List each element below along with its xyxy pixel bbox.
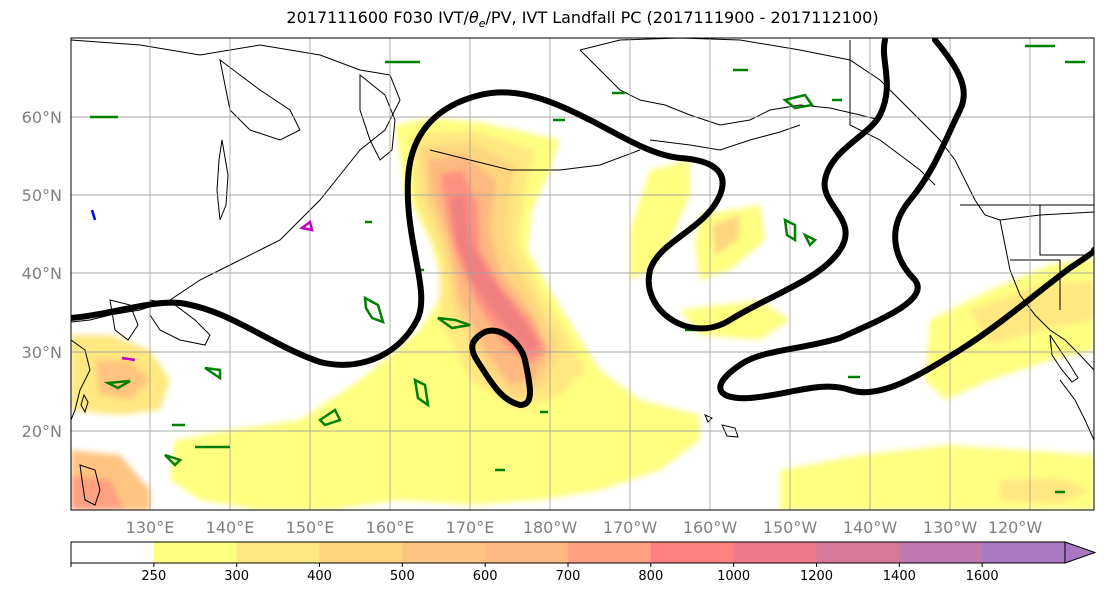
colorbar-segment	[71, 542, 155, 563]
colorbar-segment	[153, 542, 238, 563]
lat-label: 50°N	[22, 186, 62, 205]
colorbar-tick-label: 700	[556, 569, 581, 584]
theta-e-contour	[71, 38, 1094, 408]
aleutians-west	[429, 149, 641, 171]
ivt-shading	[71, 118, 1094, 510]
lon-label: 170°W	[603, 518, 658, 537]
lat-label: 40°N	[22, 264, 62, 283]
colorbar-segment	[650, 542, 735, 563]
lat-label: 30°N	[22, 343, 62, 362]
lon-label: 140°W	[843, 518, 898, 537]
lon-label: 160°E	[366, 518, 415, 537]
lon-label: 140°E	[206, 518, 255, 537]
colorbar-tick-label: 800	[638, 569, 663, 584]
okhotsk-coast	[219, 58, 301, 141]
ivt-patch-150w-inner	[712, 215, 740, 255]
korea	[109, 299, 139, 341]
colorbar-extend-arrow	[1064, 541, 1097, 564]
lat-label: 60°N	[22, 108, 62, 127]
alaska-border	[849, 40, 936, 186]
colorbar-tick-label: 500	[390, 569, 415, 584]
ivt-sw-inner	[71, 475, 125, 510]
alaska-southwest	[579, 49, 881, 126]
colorbar-segment	[982, 542, 1066, 563]
colorbar-tick-label: 250	[141, 569, 166, 584]
ivt-plume-1000	[450, 195, 540, 352]
colorbar-tick-label: 1400	[883, 569, 916, 584]
colorbar-tick-label: 1000	[717, 569, 750, 584]
mexico-coast	[1059, 379, 1094, 441]
kamchatka	[359, 73, 396, 161]
lon-label: 150°W	[763, 518, 818, 537]
lon-label: 180°W	[523, 518, 578, 537]
lon-label: 130°E	[126, 518, 175, 537]
colorbar-segment	[402, 542, 486, 563]
colorbar-segment	[899, 542, 983, 563]
ivt-south-band-inner	[1000, 478, 1090, 505]
lon-label: 130°W	[923, 518, 978, 537]
us-state-line-1	[1039, 205, 1094, 256]
lon-label: 120°W	[988, 518, 1043, 537]
extra-contours	[90, 209, 314, 362]
colorbar-segment	[733, 542, 817, 563]
colorbar-segment	[485, 542, 569, 563]
lat-labels: 60°N 50°N 40°N 30°N 20°N	[22, 108, 62, 441]
ivt-plume-250	[170, 118, 700, 510]
taiwan	[80, 393, 89, 414]
ivt-patch-160w	[630, 160, 690, 280]
colorbar-tick-label: 300	[224, 569, 249, 584]
lon-label: 150°E	[286, 518, 335, 537]
us-state-line-2	[1010, 259, 1061, 310]
sakhalin	[216, 139, 229, 221]
colorbar-segment	[319, 542, 403, 563]
hawaii-2	[721, 424, 739, 438]
colorbar-tick-label: 1200	[800, 569, 833, 584]
japan	[149, 299, 211, 346]
ivt-coast-inner	[970, 280, 1094, 345]
lat-label: 20°N	[22, 422, 62, 441]
colorbar-segment	[236, 542, 320, 563]
colorbar-segment	[816, 542, 900, 563]
lon-labels: 130°E 140°E 150°E 160°E 170°E 180°W 170°…	[126, 518, 1043, 537]
colorbar-tick-label: 400	[307, 569, 332, 584]
colorbar: 250 300 400 500 600 700 800 1000 1200 1400 1600	[70, 541, 1097, 584]
lon-label: 160°W	[683, 518, 738, 537]
graticule	[71, 38, 1094, 510]
ivt-japan-inner	[95, 360, 150, 400]
colorbar-tick-label: 1600	[966, 569, 999, 584]
china-coast	[71, 339, 91, 421]
baja	[1049, 334, 1079, 383]
map-title: 2017111600 F030 IVT/θe/PV, IVT Landfall …	[286, 8, 879, 31]
alaska-coast	[579, 38, 1094, 221]
colorbar-segment	[568, 542, 652, 563]
aleutians	[649, 124, 801, 151]
pv-contours	[90, 44, 1085, 494]
lon-label: 170°E	[446, 518, 495, 537]
philippines	[79, 464, 101, 506]
colorbar-tick-label: 600	[473, 569, 498, 584]
na-west-coast	[999, 219, 1094, 371]
